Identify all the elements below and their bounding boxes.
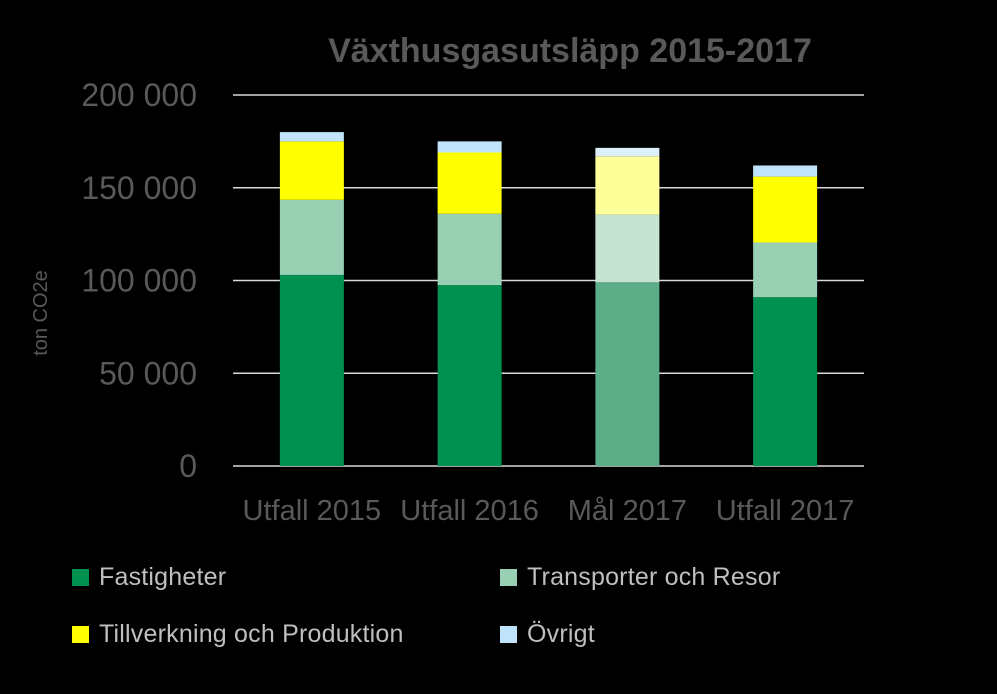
bar-segment [753, 165, 818, 177]
bar-segment [753, 297, 818, 466]
x-tick-label: Utfall 2017 [716, 495, 855, 527]
bar-segment [753, 242, 818, 298]
bar-segment [595, 147, 660, 157]
x-tick-label: Utfall 2016 [400, 495, 539, 527]
bar-segment [437, 285, 502, 466]
bar-segment [437, 152, 502, 214]
bar-segment [279, 141, 344, 200]
bar-segment [279, 132, 344, 142]
bar-segment [279, 274, 344, 466]
bars [279, 132, 818, 466]
bar-segment [595, 214, 660, 283]
bar-segment [595, 282, 660, 466]
bar-segment [595, 156, 660, 215]
bar-segment [753, 176, 818, 243]
y-tick-label: 0 [179, 448, 197, 484]
x-axis-ticks: Utfall 2015 Utfall 2016 Mål 2017 Utfall 201… [243, 495, 855, 527]
x-tick-label: Mål 2017 [568, 495, 687, 527]
y-tick-label: 200 000 [81, 77, 197, 113]
y-axis-label: ton CO2e [30, 270, 52, 356]
y-tick-label: 50 000 [99, 355, 197, 391]
y-tick-label: 150 000 [81, 170, 197, 206]
bar-segment [437, 141, 502, 153]
y-tick-label: 100 000 [81, 263, 197, 299]
y-axis-ticks: 0 50 000 100 000 150 000 200 000 [81, 77, 197, 484]
bar-segment [279, 199, 344, 275]
bar-segment [437, 213, 502, 286]
x-tick-label: Utfall 2015 [243, 495, 382, 527]
chart-title: Växthusgasutsläpp 2015-2017 [328, 32, 812, 70]
